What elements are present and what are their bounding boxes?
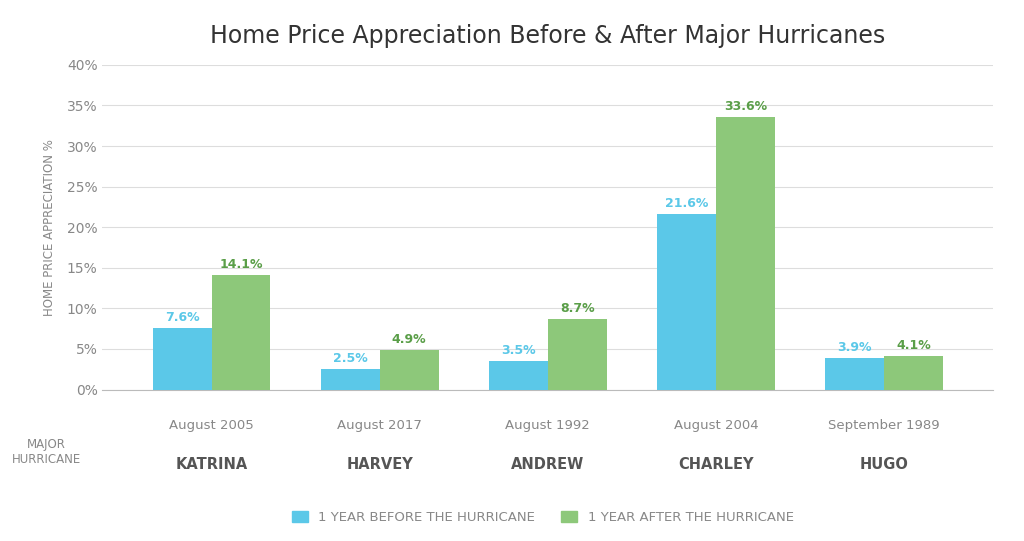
Text: 4.9%: 4.9%: [392, 333, 426, 346]
Text: HUGO: HUGO: [859, 457, 908, 472]
Bar: [321, 369, 380, 390]
Bar: [884, 356, 943, 390]
Text: August 2004: August 2004: [674, 419, 758, 432]
Text: 3.9%: 3.9%: [838, 341, 871, 354]
Title: Home Price Appreciation Before & After Major Hurricanes: Home Price Appreciation Before & After M…: [210, 24, 886, 48]
Bar: [716, 117, 775, 390]
Bar: [380, 349, 438, 390]
Text: August 1992: August 1992: [506, 419, 590, 432]
Text: 33.6%: 33.6%: [724, 100, 767, 113]
Bar: [212, 275, 270, 390]
Text: September 1989: September 1989: [828, 419, 940, 432]
Bar: [548, 319, 606, 390]
Text: ANDREW: ANDREW: [511, 457, 585, 472]
Bar: [825, 358, 884, 390]
Bar: [657, 214, 716, 390]
Y-axis label: HOME PRICE APPRECIATION %: HOME PRICE APPRECIATION %: [43, 139, 55, 315]
Text: 14.1%: 14.1%: [219, 258, 263, 271]
Text: KATRINA: KATRINA: [175, 457, 248, 472]
Text: HARVEY: HARVEY: [346, 457, 413, 472]
Text: 8.7%: 8.7%: [560, 302, 595, 315]
Text: CHARLEY: CHARLEY: [678, 457, 754, 472]
Text: 2.5%: 2.5%: [333, 352, 368, 365]
Bar: [153, 328, 212, 390]
Legend: 1 YEAR BEFORE THE HURRICANE, 1 YEAR AFTER THE HURRICANE: 1 YEAR BEFORE THE HURRICANE, 1 YEAR AFTE…: [287, 505, 799, 529]
Text: 3.5%: 3.5%: [501, 344, 536, 357]
Text: 4.1%: 4.1%: [896, 339, 931, 352]
Text: 21.6%: 21.6%: [665, 197, 709, 210]
Text: August 2005: August 2005: [169, 419, 254, 432]
Text: 7.6%: 7.6%: [165, 311, 200, 324]
Bar: [489, 361, 548, 390]
Text: August 2017: August 2017: [337, 419, 422, 432]
Text: MAJOR
HURRICANE: MAJOR HURRICANE: [11, 438, 81, 466]
